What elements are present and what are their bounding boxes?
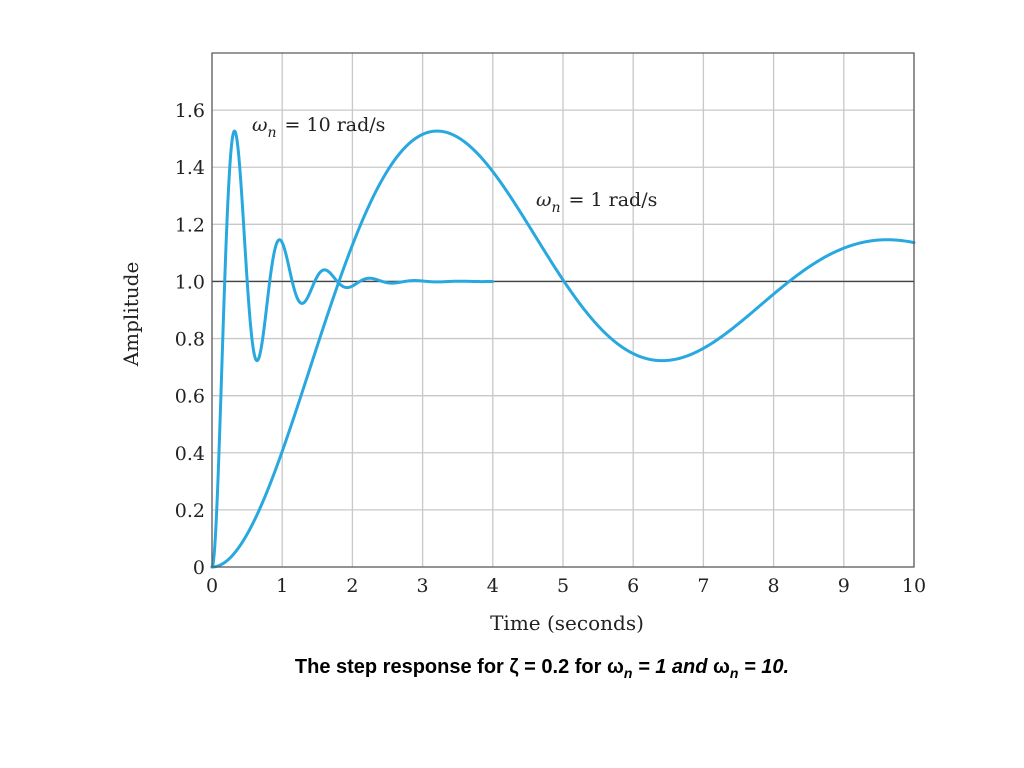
y-tick-label-1.2: 1.2 xyxy=(175,214,205,236)
annotation-wn10-text: = 10 rad/s xyxy=(285,114,386,136)
y-tick-label-0.6: 0.6 xyxy=(175,386,205,408)
caption-prefix: The step response for ζ = 0.2 for ω xyxy=(294,656,624,678)
x-tick-label-0: 0 xyxy=(206,575,218,597)
annotation-wn10-symbol: ω xyxy=(252,114,268,136)
caption-sub2: n xyxy=(729,665,739,681)
y-tick-label-0.4: 0.4 xyxy=(175,443,205,465)
y-tick-label-0: 0 xyxy=(193,557,205,579)
x-tick-label-10: 10 xyxy=(902,575,926,597)
x-tick-label-2: 2 xyxy=(346,575,358,597)
y-tick-label-1.4: 1.4 xyxy=(175,157,205,179)
x-tick-label-7: 7 xyxy=(697,575,709,597)
x-tick-label-1: 1 xyxy=(276,575,288,597)
annotation-wn1-subscript: n xyxy=(552,200,561,216)
x-tick-label-4: 4 xyxy=(487,575,499,597)
figure-caption: The step response for ζ = 0.2 for ωn = 1… xyxy=(0,656,1024,681)
x-tick-label-8: 8 xyxy=(768,575,780,597)
annotation-wn10: ωn = 10 rad/s xyxy=(252,114,385,141)
series-layer xyxy=(210,129,916,569)
y-tick-label-0.8: 0.8 xyxy=(175,329,205,351)
plot-frame xyxy=(211,52,915,568)
annotation-wn1-symbol: ω xyxy=(536,189,552,211)
x-tick-label-9: 9 xyxy=(838,575,850,597)
x-tick-label-5: 5 xyxy=(557,575,569,597)
annotation-wn1: ωn = 1 rad/s xyxy=(536,189,657,216)
caption-omega2: ω xyxy=(713,656,730,678)
caption-sub1: n xyxy=(623,665,633,681)
y-tick-labels: 0 0.2 0.4 0.6 0.8 1.0 1.2 1.4 1.6 xyxy=(175,100,205,579)
y-tick-label-1.6: 1.6 xyxy=(175,100,205,122)
y-tick-label-0.2: 0.2 xyxy=(175,500,205,522)
x-tick-labels: 0 1 2 3 4 5 6 7 8 9 10 xyxy=(206,575,926,597)
x-axis-title: Time (seconds) xyxy=(490,611,644,635)
x-tick-label-6: 6 xyxy=(627,575,639,597)
y-axis-title: Amplitude xyxy=(119,262,143,368)
series-line-wn-10 xyxy=(210,129,495,569)
annotation-wn10-subscript: n xyxy=(268,125,277,141)
step-response-chart: 0 1 2 3 4 5 6 7 8 9 10 0 0.2 0.4 0.6 0.8 1.0 1.2 1.4 1.6 T… xyxy=(119,52,926,635)
x-tick-label-3: 3 xyxy=(417,575,429,597)
series-line-wn-1 xyxy=(210,129,916,569)
annotation-wn1-text: = 1 rad/s xyxy=(569,189,658,211)
caption-suffix: = 10. xyxy=(738,656,790,678)
y-tick-label-1.0: 1.0 xyxy=(175,271,205,293)
caption-middle: = 1 and xyxy=(632,656,714,678)
